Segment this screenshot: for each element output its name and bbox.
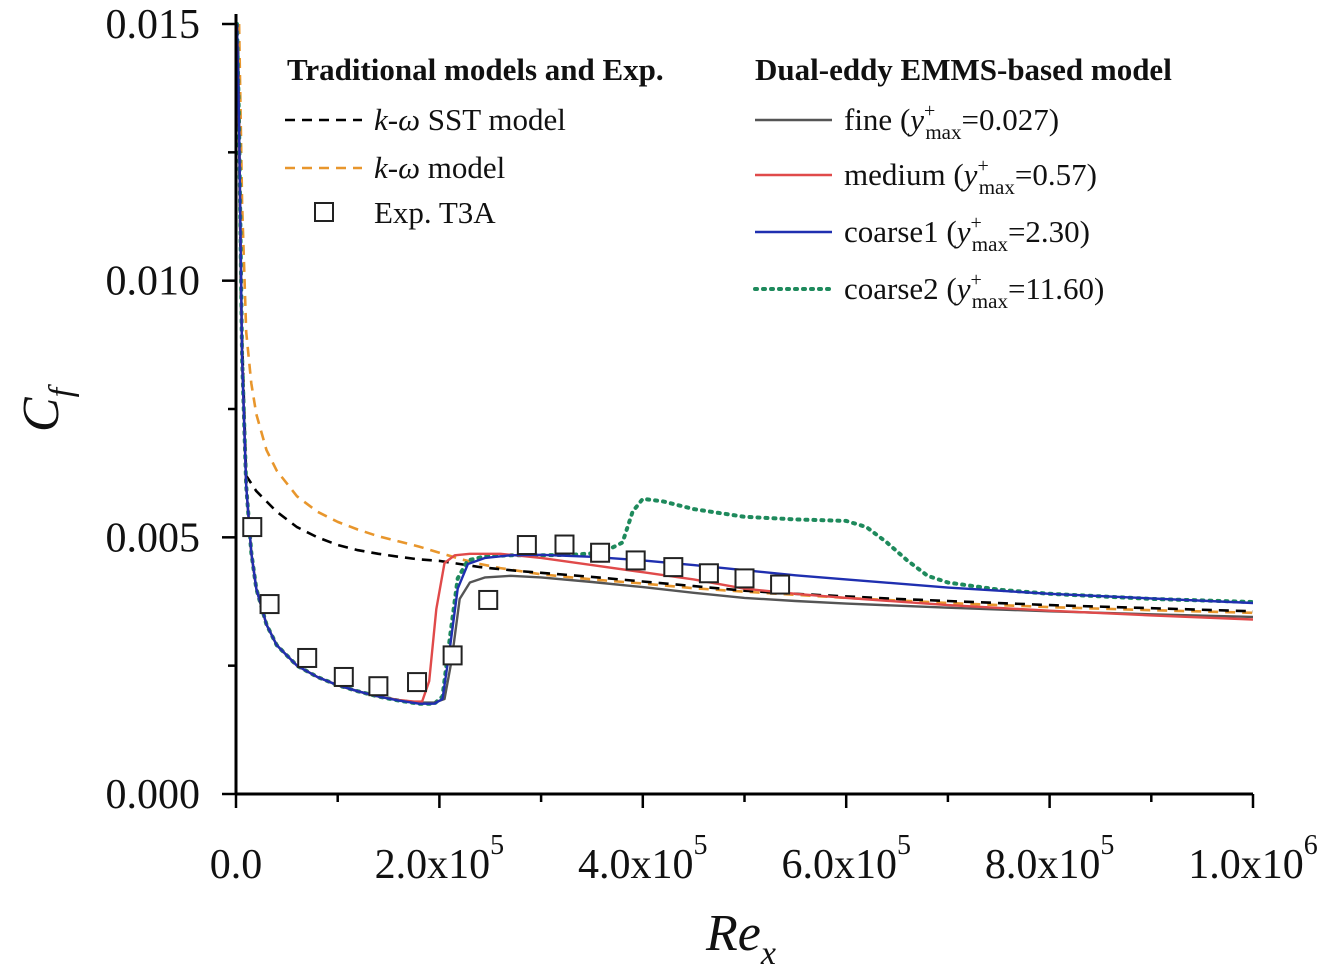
axes: 0.0 2.0x105 4.0x105 6.0x105 8.0x105 1.0x1060.… (13, 2, 1318, 968)
legend-yplus-symbol: y (954, 271, 971, 306)
x-tick-base: 2.0x10 (375, 842, 491, 888)
x-tick-base: 4.0x10 (578, 842, 694, 888)
x-axis-title-sub: x (760, 935, 776, 968)
exp-marker (770, 574, 791, 595)
y-tick-label: 0.015 (106, 2, 201, 48)
exp-marker (625, 550, 646, 571)
legend-label-coarse2: coarse2 (y+ max=11.60) (844, 269, 1104, 313)
exp-marker (516, 535, 537, 556)
legend-label-exp: Exp. T3A (374, 195, 496, 230)
exp-marker (663, 557, 684, 578)
legend-yplus-sub: max (972, 289, 1009, 313)
x-tick-label: 1.0x106 (1188, 830, 1318, 888)
legend-yplus-sup: + (977, 155, 988, 177)
exp-marker (698, 563, 719, 584)
legend-label-value: =2.30) (1008, 214, 1090, 249)
legend-yplus-symbol: y (907, 102, 924, 137)
x-tick-exponent: 5 (694, 830, 708, 861)
legend-label-name: fine ( (844, 102, 910, 137)
x-axis-title: Rex (705, 905, 776, 968)
legend: Traditional models and Exp. Dual-eddy EMM… (285, 52, 1172, 313)
legend-heading-traditional: Traditional models and Exp. (287, 52, 664, 87)
x-tick-base: 8.0x10 (985, 842, 1101, 888)
y-tick-label: 0.000 (106, 772, 201, 818)
x-tick-label: 0.0 (210, 842, 263, 888)
legend-label-value: =0.57) (1015, 157, 1097, 192)
legend-yplus-sup: + (924, 100, 935, 122)
legend-label-rest: SST model (420, 102, 566, 137)
x-tick-base: 6.0x10 (781, 842, 897, 888)
exp-marker (478, 589, 499, 610)
x-tick-base: 0.0 (210, 842, 263, 888)
x-tick-label: 2.0x105 (375, 830, 505, 888)
plot-area (236, 22, 1253, 706)
x-tick-label: 8.0x105 (985, 830, 1115, 888)
legend-label-italic: k-ω (374, 150, 420, 185)
exp-marker (259, 594, 280, 615)
legend-label-rest: model (420, 150, 505, 185)
x-axis-title-main: Re (705, 905, 761, 962)
legend-label-name: coarse2 ( (844, 271, 957, 306)
legend-label-medium: medium (y+ max=0.57) (844, 155, 1097, 199)
legend-label-name: medium ( (844, 157, 964, 192)
y-tick-label: 0.005 (106, 515, 201, 561)
legend-yplus-symbol: y (954, 214, 971, 249)
exp-marker (442, 645, 463, 666)
y-axis-title-sub: f (43, 383, 80, 397)
x-tick-exponent: 5 (897, 830, 911, 861)
legend-yplus-sub: max (925, 120, 962, 144)
x-tick-base: 1.0x10 (1188, 842, 1304, 888)
legend-label-sst: k-ω SST model (374, 102, 566, 137)
y-axis-title: Cf (13, 383, 80, 432)
exp-marker (333, 666, 354, 687)
legend-label-italic: k-ω (374, 102, 420, 137)
x-tick-label: 6.0x105 (781, 830, 911, 888)
legend-label-value: =0.027) (961, 102, 1059, 137)
legend-yplus-sup: + (971, 212, 982, 234)
legend-swatch-exp (314, 202, 334, 222)
legend-yplus-sup: + (971, 269, 982, 291)
legend-heading-emms: Dual-eddy EMMS-based model (755, 52, 1172, 87)
legend-label-name: coarse1 ( (844, 214, 957, 249)
legend-label-coarse1: coarse1 (y+ max=2.30) (844, 212, 1090, 256)
exp-marker (242, 517, 263, 538)
exp-marker (590, 542, 611, 563)
legend-label-fine: fine (y+ max=0.027) (844, 100, 1059, 144)
exp-marker (734, 568, 755, 589)
legend-label-kw: k-ω model (374, 150, 505, 185)
legend-yplus-sub: max (972, 232, 1009, 256)
exp-marker (297, 647, 318, 668)
x-tick-exponent: 5 (490, 830, 504, 861)
legend-label-value: =11.60) (1008, 271, 1104, 306)
exp-marker (407, 672, 428, 693)
x-tick-exponent: 5 (1100, 830, 1114, 861)
exp-marker (554, 534, 575, 555)
x-tick-label: 4.0x105 (578, 830, 708, 888)
y-axis-title-main: C (13, 396, 70, 432)
y-tick-label: 0.010 (106, 259, 201, 305)
legend-yplus-symbol: y (961, 157, 978, 192)
series-line-sst (236, 49, 1253, 613)
exp-marker (368, 676, 389, 697)
legend-yplus-sub: max (979, 175, 1016, 199)
x-tick-exponent: 6 (1304, 830, 1318, 861)
